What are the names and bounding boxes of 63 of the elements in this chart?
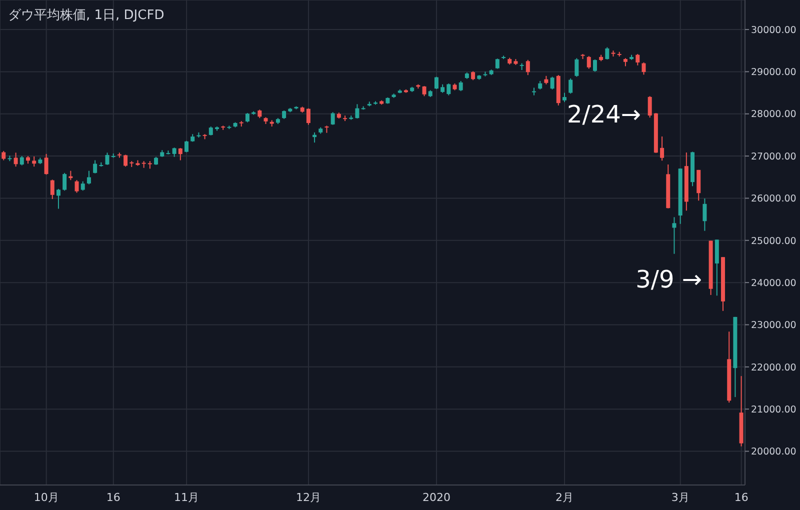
x-tick-label: 16 (734, 490, 748, 504)
candlestick (434, 76, 438, 90)
candlestick (245, 112, 250, 123)
x-tick-label: 3月 (671, 490, 690, 504)
y-tick-label: 26000.00 (751, 194, 796, 205)
annotation: 2/24→ (566, 100, 641, 129)
candlestick (422, 86, 426, 97)
candlestick (648, 96, 652, 118)
x-tick-label: 12月 (296, 490, 321, 504)
candlestick (32, 156, 36, 168)
candlestick (62, 172, 67, 192)
x-tick-label: 10月 (34, 490, 59, 504)
x-tick-label: 16 (106, 490, 120, 504)
candlestick (172, 147, 176, 158)
y-tick-label: 23000.00 (751, 320, 796, 332)
y-tick-label: 28000.00 (751, 109, 796, 120)
candlestick (86, 170, 91, 185)
candlestick (568, 78, 573, 94)
y-tick-label: 30000.00 (751, 24, 796, 36)
candlestick (355, 104, 360, 120)
candlestick (446, 83, 451, 96)
x-tick-label: 11月 (174, 490, 200, 504)
candlestick (636, 53, 640, 66)
candlestick (105, 152, 110, 166)
x-tick-label: 2月 (556, 490, 574, 504)
candlestick (562, 92, 566, 103)
candlestick (93, 160, 98, 174)
candlestick (672, 216, 676, 254)
y-tick-label: 20000.00 (751, 446, 796, 458)
candlestick (56, 188, 60, 210)
candlestick (80, 180, 85, 192)
candlestick (592, 58, 597, 72)
y-tick-label: 21000.00 (751, 404, 796, 416)
candlestick (14, 152, 18, 168)
candlestick (550, 76, 554, 90)
text: ダウ平均株価, 1日, DJCFD (8, 7, 164, 24)
candlestick (696, 169, 701, 202)
candlestick (306, 108, 310, 126)
candlestick (458, 80, 463, 92)
y-tick-label: 29000.00 (751, 67, 796, 78)
candlestick (660, 136, 664, 162)
candlestick (526, 59, 530, 76)
candlestick (605, 46, 610, 60)
candlestick (702, 198, 707, 232)
y-tick-label: 27000.00 (751, 151, 796, 162)
candlestick (330, 112, 335, 126)
y-tick-label: 24000.00 (751, 278, 796, 289)
candlestick (2, 150, 6, 161)
candlestick (642, 62, 646, 76)
candlestick (20, 156, 24, 166)
x-tick-label: 2020 (422, 490, 451, 504)
y-tick-label: 25000.00 (751, 236, 796, 247)
annotation: 3/9 → (636, 266, 702, 294)
candlestick (586, 56, 591, 70)
candlestick (44, 153, 48, 176)
candlestick (50, 179, 54, 200)
candlestick (714, 239, 719, 296)
candlestick (178, 148, 182, 161)
y-tick-label: 22000.00 (751, 362, 796, 374)
candlestick (574, 58, 579, 78)
candlestick (532, 87, 536, 96)
candlestick (74, 180, 79, 194)
candlestick (324, 125, 329, 134)
